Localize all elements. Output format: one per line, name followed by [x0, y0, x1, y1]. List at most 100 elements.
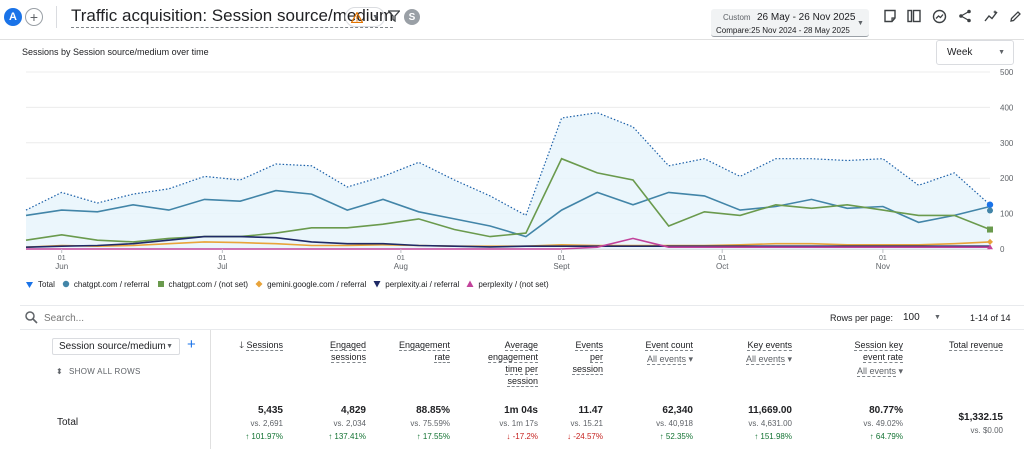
expand-icon: ⬍ — [56, 367, 64, 376]
legend-label: chatgpt.com / referral — [73, 279, 150, 289]
table-search-input[interactable] — [44, 311, 244, 325]
legend-label: perplexity.ai / referral — [385, 279, 460, 289]
segment-avatar[interactable]: S — [404, 9, 420, 25]
series-line-1 — [25, 189, 991, 238]
customize-report-icon[interactable] — [905, 7, 923, 25]
chart-title: Sessions by Session source/medium over t… — [22, 47, 209, 57]
add-dimension-button[interactable]: + — [187, 336, 196, 353]
filter-icon[interactable] — [388, 10, 400, 22]
event-filter-select[interactable]: All events ▾ — [745, 354, 792, 365]
show-all-rows-button[interactable]: ⬍ SHOW ALL ROWS — [56, 367, 141, 376]
total-value: 88.85% — [416, 405, 450, 416]
change-value: ↑ 52.35% — [659, 432, 693, 441]
x-tick-month: Sept — [553, 262, 570, 271]
comparison-value: vs. 49.02% — [863, 419, 903, 428]
column-header-text: time per — [505, 364, 538, 375]
total-row-label: Total — [57, 417, 79, 428]
legend-marker-icon — [373, 280, 381, 288]
legend-item[interactable]: perplexity.ai / referral — [373, 278, 459, 290]
column-header-text: event rate — [862, 352, 903, 363]
legend-marker-icon — [25, 280, 34, 289]
sort-arrow-icon: 🡓 — [239, 340, 247, 350]
x-tick-day: 01 — [397, 255, 405, 262]
column-header-text: rate — [434, 352, 450, 363]
date-range-picker[interactable]: Custom 26 May - 26 Nov 2025 Compare:25 N… — [711, 9, 869, 37]
pagination-status: 1-14 of 14 — [970, 313, 1011, 323]
share-icon[interactable] — [956, 7, 974, 25]
column-header-2[interactable]: Engagement rate — [398, 339, 450, 363]
column-header-4[interactable]: Events per session — [572, 339, 603, 375]
change-value: ↓ -17.2% — [506, 432, 538, 441]
y-tick-label: 500 — [1000, 68, 1014, 77]
date-range-value: 26 May - 26 Nov 2025 — [757, 12, 856, 23]
column-header-0[interactable]: 🡓 Sessions — [239, 339, 283, 351]
warning-icon — [351, 11, 363, 23]
y-tick-label: 400 — [1000, 103, 1014, 112]
compare-range-value: Compare:25 Nov 2024 - 28 May 2025 — [716, 26, 850, 35]
end-marker-notset — [987, 226, 993, 233]
column-header-3[interactable]: Average engagement time per session — [487, 339, 538, 387]
column-header-6[interactable]: Key events All events ▾ — [745, 339, 792, 365]
x-tick-day: 01 — [718, 255, 726, 262]
rows-per-page-select[interactable]: 100 — [903, 312, 920, 323]
chevron-down-icon[interactable]: ▼ — [934, 314, 941, 321]
chevron-down-icon: ▼ — [998, 49, 1005, 56]
total-area — [26, 112, 990, 249]
legend-item[interactable]: chatgpt.com / referral — [62, 278, 150, 290]
chevron-down-icon: ▼ — [372, 13, 379, 21]
comparison-value: vs. $0.00 — [970, 426, 1003, 435]
x-tick-day: 01 — [558, 255, 566, 262]
total-cell-3: 1m 04s vs. 1m 17s ↓ -17.2% — [499, 404, 538, 443]
event-filter-select[interactable]: All events ▾ — [646, 354, 693, 365]
column-header-text: Total revenue — [948, 340, 1003, 351]
total-value: 4,829 — [340, 405, 366, 416]
legend-label: gemini.google.com / referral — [267, 279, 367, 289]
legend-label: chatgpt.com / (not set) — [168, 279, 249, 289]
comparison-value: vs. 2,034 — [333, 419, 366, 428]
legend-item[interactable]: chatgpt.com / (not set) — [157, 278, 249, 290]
x-tick-month: Jul — [217, 262, 227, 271]
column-header-7[interactable]: Session key event rate All events ▾ — [854, 339, 903, 377]
column-header-text: session — [572, 364, 603, 375]
data-quality-warning-button[interactable]: ▼ — [345, 7, 385, 27]
legend-label: perplexity / (not set) — [478, 279, 549, 289]
account-avatar[interactable]: A — [4, 8, 22, 26]
legend-item[interactable]: Total — [25, 278, 55, 290]
column-header-8[interactable]: Total revenue — [948, 339, 1003, 351]
table-top-border — [20, 305, 1024, 306]
page-title[interactable]: Traffic acquisition: Session source/medi… — [71, 6, 394, 28]
granularity-select[interactable]: Week ▼ — [936, 40, 1014, 65]
x-tick-month: Oct — [716, 262, 729, 271]
primary-dimension-select[interactable]: Session source/medium ▼ — [52, 338, 180, 355]
series-line-5 — [26, 237, 990, 250]
dimension-column-divider — [210, 330, 211, 449]
column-header-1[interactable]: Engaged sessions — [329, 339, 366, 363]
change-value: ↑ 137.41% — [328, 432, 366, 441]
chevron-down-icon: ▼ — [166, 343, 173, 350]
end-marker-total — [986, 201, 994, 208]
column-header-text: per — [589, 352, 603, 363]
event-filter-select[interactable]: All events ▾ — [856, 366, 903, 377]
total-value: 80.77% — [869, 405, 903, 416]
legend-item[interactable]: perplexity / (not set) — [466, 278, 549, 290]
total-value: 62,340 — [662, 405, 693, 416]
table-header-border — [20, 329, 1024, 330]
chart-legend: Total chatgpt.com / referral chatgpt.com /… — [25, 278, 556, 290]
total-cell-5: 62,340 vs. 40,918 ↑ 52.35% — [656, 404, 693, 443]
granularity-value: Week — [947, 47, 973, 58]
share-report-icon[interactable] — [881, 7, 899, 25]
column-header-text: engagement — [487, 352, 538, 363]
column-header-text: Sessions — [246, 340, 283, 351]
y-tick-label: 200 — [1000, 174, 1014, 183]
primary-dimension-value: Session source/medium — [59, 341, 166, 352]
column-header-5[interactable]: Event count All events ▾ — [645, 339, 693, 365]
compare-icon[interactable] — [930, 7, 948, 25]
legend-marker-icon — [157, 280, 165, 288]
change-value: ↑ 101.97% — [245, 432, 283, 441]
edit-pencil-icon[interactable] — [1006, 7, 1024, 25]
insights-icon[interactable] — [982, 7, 1000, 25]
add-comparison-button[interactable]: + — [25, 8, 43, 26]
legend-item[interactable]: gemini.google.com / referral — [255, 278, 366, 290]
change-value: ↑ 64.79% — [869, 432, 903, 441]
